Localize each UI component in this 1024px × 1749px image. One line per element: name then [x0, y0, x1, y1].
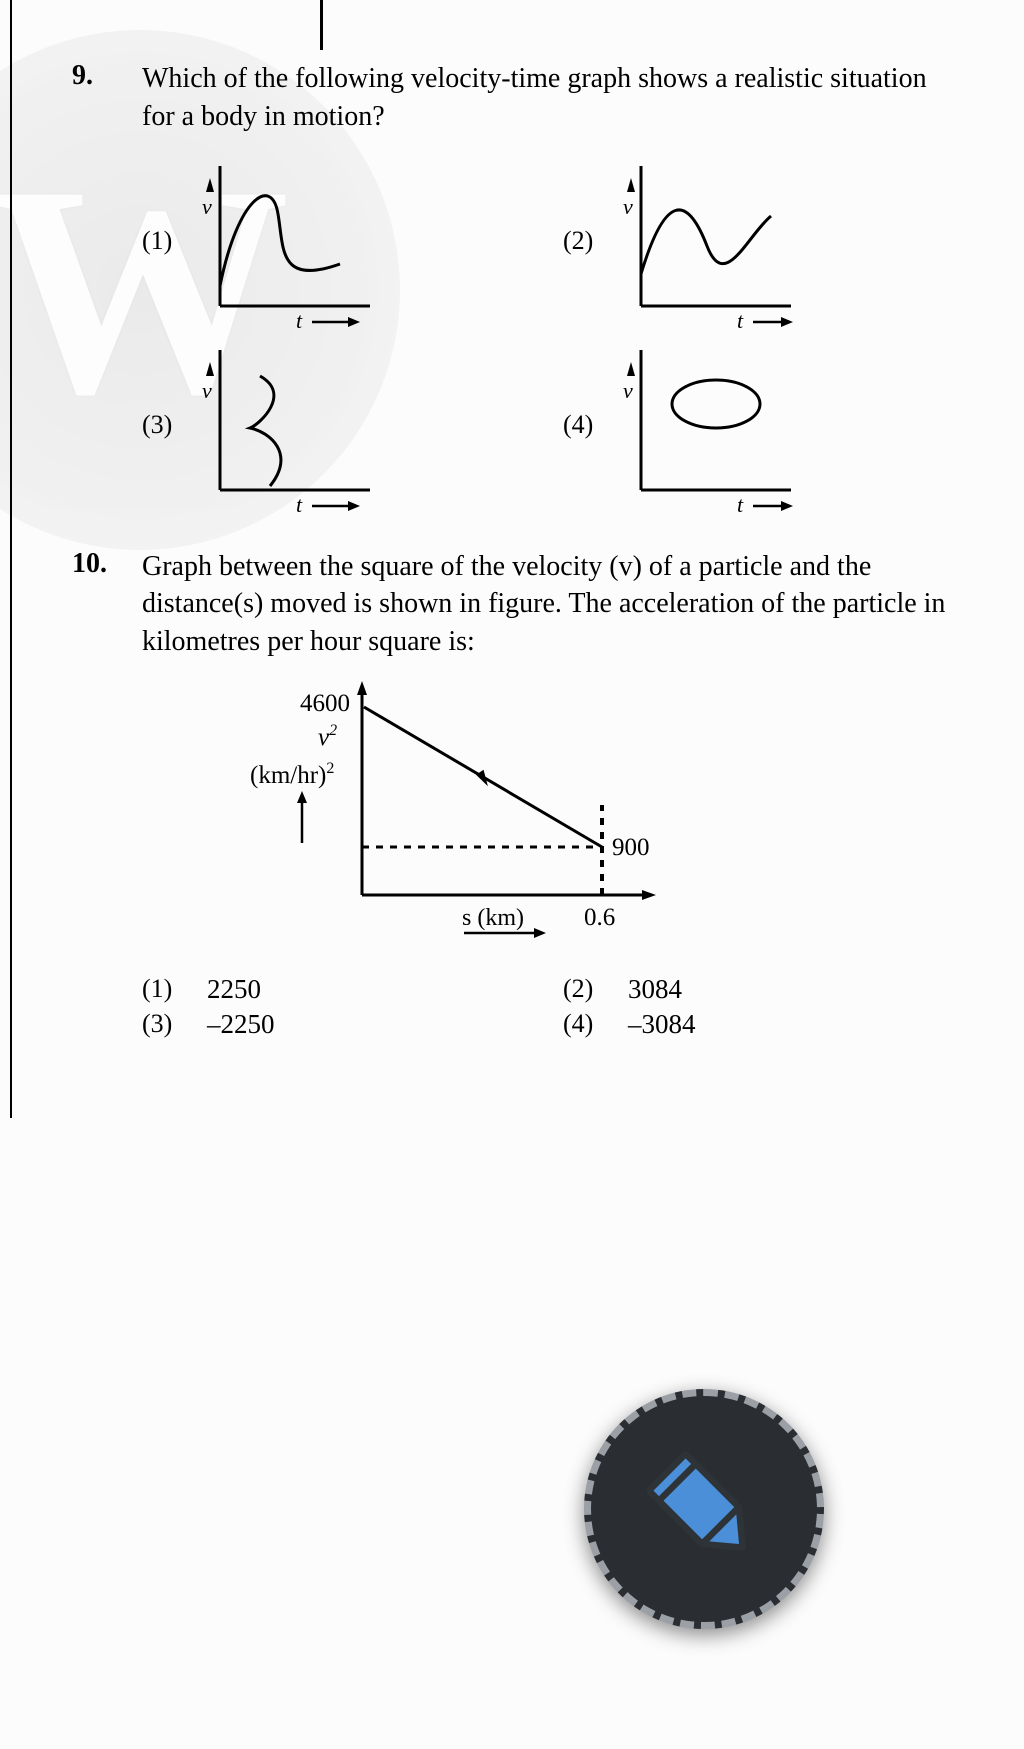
q9-graph-3: v t	[200, 340, 400, 510]
q9-option-2[interactable]: (2) v t	[563, 156, 984, 326]
axis-v: v	[202, 194, 212, 219]
axis-t: t	[296, 492, 303, 517]
axis-v: v	[623, 378, 633, 403]
q9-graph-2: v t	[621, 156, 821, 326]
q10-opt1-val: 2250	[207, 974, 261, 1005]
y-unit-sup: 2	[326, 760, 334, 777]
q9-text: Which of the following velocity-time gra…	[142, 60, 984, 136]
axis-v: v	[202, 378, 212, 403]
x-axis-label: s (km)	[462, 905, 524, 931]
q10-option-2[interactable]: (2) 3084	[563, 974, 984, 1005]
axis-t: t	[737, 492, 744, 517]
svg-text:(km/hr)2: (km/hr)2	[250, 760, 334, 789]
q10-opt2-label: (2)	[563, 974, 628, 1005]
q10-number: 10.	[72, 548, 142, 661]
axis-v: v	[623, 194, 633, 219]
q9-opt2-label: (2)	[563, 226, 621, 256]
q9-opt1-label: (1)	[142, 226, 200, 256]
y-unit: (km/hr)	[250, 762, 326, 789]
q10-opt2-val: 3084	[628, 974, 682, 1005]
q10-opt4-label: (4)	[563, 1009, 628, 1040]
q9-graph-4: v t	[621, 340, 821, 510]
question-10: 10. Graph between the square of the velo…	[72, 548, 984, 1040]
svg-text:v2: v2	[318, 722, 337, 751]
y-tick-900: 900	[612, 834, 650, 861]
q10-text: Graph between the square of the velocity…	[142, 548, 984, 661]
q9-opt3-label: (3)	[142, 410, 200, 440]
q10-opt3-label: (3)	[142, 1009, 207, 1040]
x-tick-0.6: 0.6	[584, 904, 615, 931]
y-label-sup: 2	[329, 722, 337, 739]
axis-t: t	[296, 308, 303, 333]
q9-option-3[interactable]: (3) v t	[142, 340, 563, 510]
y-tick-4600: 4600	[300, 690, 350, 717]
axis-t: t	[737, 308, 744, 333]
q9-option-1[interactable]: (1) v t	[142, 156, 563, 326]
q10-opt3-val: –2250	[207, 1009, 275, 1040]
q10-option-3[interactable]: (3) –2250	[142, 1009, 563, 1040]
q9-number: 9.	[72, 60, 142, 136]
page-content: 9. Which of the following velocity-time …	[10, 0, 1024, 1118]
q10-opt1-label: (1)	[142, 974, 207, 1005]
q9-opt4-label: (4)	[563, 410, 621, 440]
q10-option-1[interactable]: (1) 2250	[142, 974, 563, 1005]
q9-option-4[interactable]: (4) v t	[563, 340, 984, 510]
q9-graph-1: v t	[200, 156, 400, 326]
q10-option-4[interactable]: (4) –3084	[563, 1009, 984, 1040]
edit-button[interactable]	[584, 1389, 824, 1629]
pencil-icon	[639, 1444, 769, 1574]
question-9: 9. Which of the following velocity-time …	[72, 60, 984, 510]
q10-opt4-val: –3084	[628, 1009, 696, 1040]
q10-graph: 4600 v2 (km/hr)2 900 s (km) 0.6	[222, 675, 984, 960]
q10-options: (1) 2250 (2) 3084 (3) –2250 (4) –3084	[142, 974, 984, 1040]
q9-options: (1) v t (2)	[142, 156, 984, 510]
